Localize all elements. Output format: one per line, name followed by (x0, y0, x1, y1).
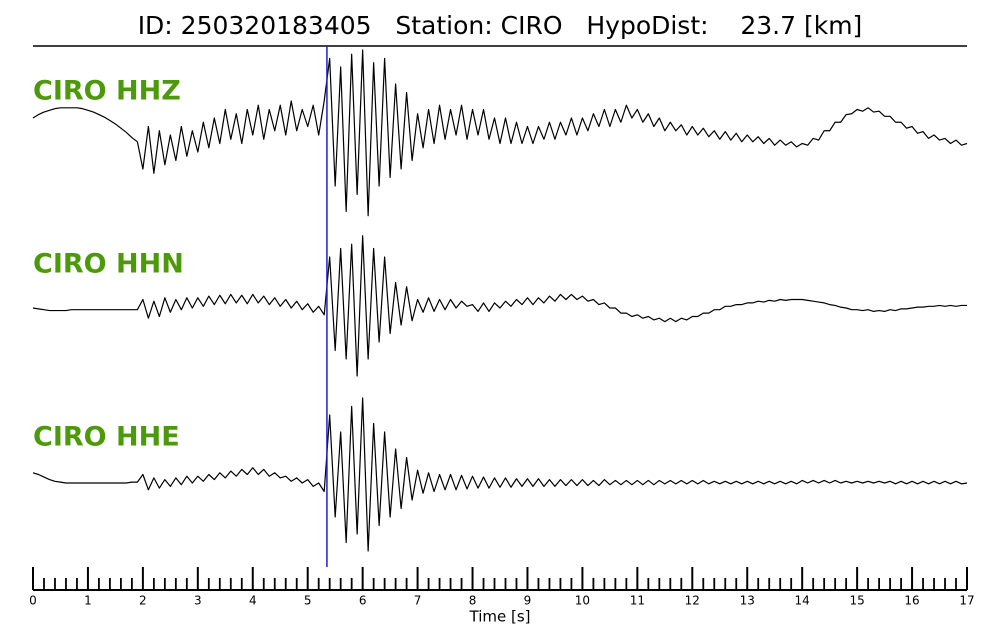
trace-name: CIRO HHN (33, 249, 184, 280)
x-tick-label: 16 (904, 594, 919, 608)
chart-title: ID: 250320183405 Station: CIRO HypoDist:… (138, 11, 863, 40)
x-axis-label: Time [s] (469, 608, 531, 626)
x-tick-label: 17 (959, 594, 974, 608)
waveform (32, 235, 967, 377)
x-tick-label: 2 (139, 594, 147, 608)
trace-name: CIRO HHZ (33, 76, 181, 107)
x-tick-label: 9 (524, 594, 532, 608)
trace-name: CIRO HHE (33, 422, 180, 453)
x-tick-label: 14 (795, 594, 810, 608)
x-tick-label: 10 (575, 594, 590, 608)
x-tick-label: 8 (469, 594, 477, 608)
x-tick-label: 6 (359, 594, 367, 608)
x-tick-label: 3 (194, 594, 202, 608)
x-tick-label: 12 (685, 594, 700, 608)
x-tick-label: 4 (249, 594, 257, 608)
waveform (32, 49, 968, 217)
x-tick-label: 13 (740, 594, 755, 608)
x-tick-label: 15 (849, 594, 864, 608)
waveform (32, 397, 968, 552)
x-tick-label: 5 (304, 594, 312, 608)
x-tick-label: 0 (29, 594, 37, 608)
x-tick-label: 1 (84, 594, 92, 608)
x-tick-label: 7 (414, 594, 422, 608)
x-tick-label: 11 (630, 594, 645, 608)
